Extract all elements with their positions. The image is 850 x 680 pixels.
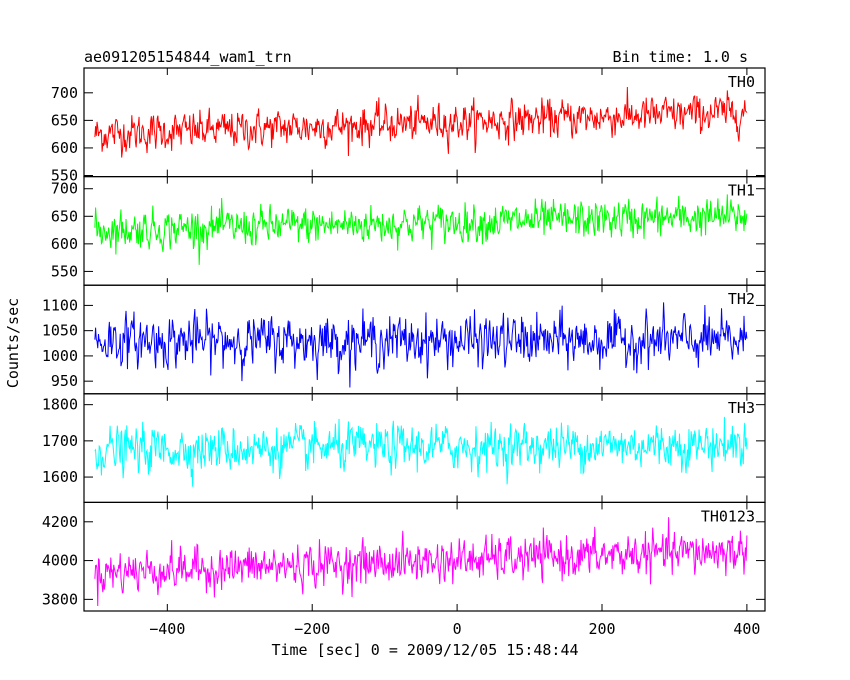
panel-label-th2: TH2 <box>728 290 755 308</box>
series-line-th3 <box>94 416 748 487</box>
panel-label-th3: TH3 <box>728 399 755 417</box>
x-tick-label: −200 <box>294 620 330 638</box>
x-tick-label: 0 <box>453 620 462 638</box>
y-tick-label: 1700 <box>42 432 78 450</box>
x-tick-label: −400 <box>149 620 185 638</box>
y-tick-label: 4200 <box>42 513 78 531</box>
y-tick-label: 650 <box>51 111 78 129</box>
panel-th3: 1600 1700 1800 TH3 <box>42 393 766 503</box>
y-tick-label: 4000 <box>42 552 78 570</box>
y-axis-label: Counts/sec <box>4 298 22 388</box>
panel-label-th0: TH0 <box>728 73 755 91</box>
y-tick-label: 3800 <box>42 590 78 608</box>
chart-title: ae091205154844_wam1_trn <box>84 48 292 66</box>
panel-th2: 950 1000 1050 1100 TH2 <box>42 284 766 395</box>
y-tick-label: 1050 <box>42 322 78 340</box>
x-axis: −400 −200 0 200 400 <box>149 620 760 638</box>
y-tick-label: 700 <box>51 180 78 198</box>
y-tick-label: 700 <box>51 84 78 102</box>
bin-time-label: Bin time: 1.0 s <box>613 48 748 66</box>
series-line-th2 <box>94 302 748 388</box>
y-tick-label: 950 <box>51 372 78 390</box>
y-tick-label: 550 <box>51 262 78 280</box>
x-tick-label: 200 <box>588 620 615 638</box>
y-tick-label: 600 <box>51 235 78 253</box>
panel-frame <box>83 284 766 395</box>
panel-frame <box>83 501 766 612</box>
y-tick-label: 1100 <box>42 296 78 314</box>
series-line-th1 <box>94 194 748 265</box>
panel-th1: 550 600 650 700 TH1 <box>51 176 766 286</box>
series-line-th0123 <box>94 517 748 606</box>
y-tick-label: 1800 <box>42 396 78 414</box>
panels-group: 550 600 650 700 TH0 550 600 650 700 TH1 950 1000 105… <box>42 67 766 612</box>
panel-label-th1: TH1 <box>728 182 755 200</box>
panel-label-th0123: TH0123 <box>701 507 755 525</box>
y-tick-label: 600 <box>51 139 78 157</box>
x-axis-label: Time [sec] 0 = 2009/12/05 15:48:44 <box>271 641 578 659</box>
panel-th0: 550 600 650 700 TH0 <box>51 67 766 184</box>
x-tick-label: 400 <box>733 620 760 638</box>
y-tick-label: 550 <box>51 166 78 184</box>
y-tick-label: 1000 <box>42 347 78 365</box>
panel-th0123: 3800 4000 4200 TH0123 <box>42 501 766 612</box>
y-tick-label: 1600 <box>42 468 78 486</box>
series-line-th0 <box>94 87 748 158</box>
y-tick-label: 650 <box>51 207 78 225</box>
